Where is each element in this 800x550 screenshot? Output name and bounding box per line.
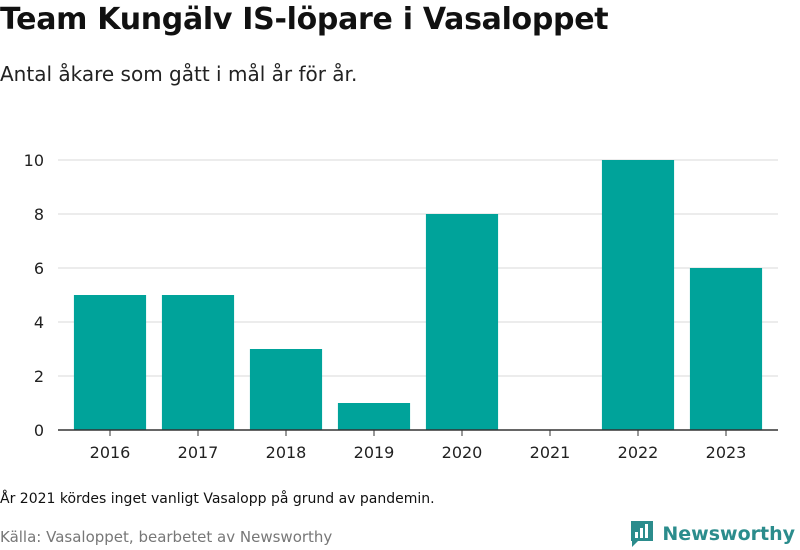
x-tick-label: 2023 xyxy=(706,443,747,462)
x-tick-label: 2022 xyxy=(618,443,659,462)
chart-note: År 2021 kördes inget vanligt Vasalopp på… xyxy=(0,491,435,507)
bars xyxy=(73,160,763,430)
y-tick-label: 8 xyxy=(34,205,44,224)
bar-2020[interactable] xyxy=(425,214,499,430)
newsworthy-logo-icon xyxy=(631,521,654,547)
y-tick-label: 0 xyxy=(34,421,44,440)
bar-2017[interactable] xyxy=(161,295,235,430)
x-tick-label: 2016 xyxy=(90,443,131,462)
y-tick-label: 6 xyxy=(34,259,44,278)
x-tick-label: 2019 xyxy=(354,443,395,462)
chart-source: Källa: Vasaloppet, bearbetet av Newswort… xyxy=(0,528,333,546)
bar-2016[interactable] xyxy=(73,295,147,430)
y-tick-label: 2 xyxy=(34,367,44,386)
x-tick-label: 2017 xyxy=(178,443,219,462)
x-tick-label: 2021 xyxy=(530,443,571,462)
chart-subtitle: Antal åkare som gått i mål år för år. xyxy=(0,62,358,86)
bar-2019[interactable] xyxy=(337,403,411,430)
brand-name: Newsworthy xyxy=(662,523,795,545)
chart-title: Team Kungälv IS-löpare i Vasaloppet xyxy=(0,2,609,37)
x-tick-label: 2020 xyxy=(442,443,483,462)
x-axis-ticks: 2016 2017 2018 2019 2020 2021 2022 2023 xyxy=(58,429,778,462)
y-tick-label: 4 xyxy=(34,313,44,332)
bar-2018[interactable] xyxy=(249,349,323,430)
bar-chart: 0 2 4 6 8 10 2016 2017 2018 2019 2020 2021 2022 2023 xyxy=(24,151,778,462)
bar-2023[interactable] xyxy=(689,268,763,430)
x-tick-label: 2018 xyxy=(266,443,307,462)
y-tick-label: 10 xyxy=(24,151,44,170)
bar-2022[interactable] xyxy=(601,160,675,430)
brand-logo[interactable]: Newsworthy xyxy=(629,519,795,549)
y-axis-ticks: 0 2 4 6 8 10 xyxy=(24,151,44,440)
